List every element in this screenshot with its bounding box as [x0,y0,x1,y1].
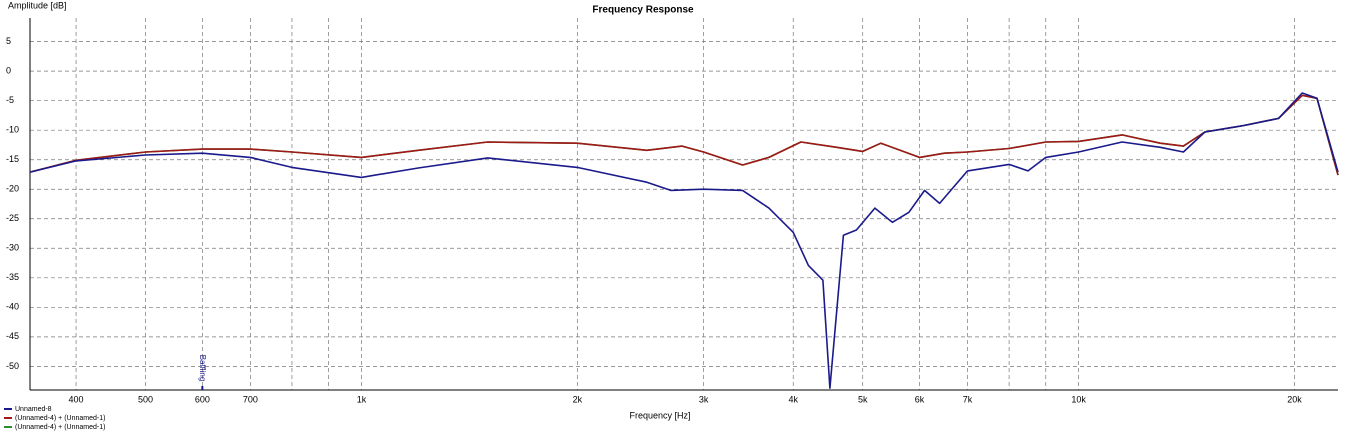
legend-label: (Unnamed-4) + (Unnamed-1) [15,415,105,422]
x-tick-label: 7k [963,394,973,404]
x-tick-label: 10k [1071,394,1086,404]
x-tick-label: 3k [699,394,709,404]
y-axis-label: Amplitude [dB] [8,0,67,10]
x-tick-label: 6k [915,394,925,404]
series-line [29,94,1339,176]
y-tick-label: -10 [6,125,19,135]
y-tick-label: -20 [6,184,19,194]
x-tick-label: 4k [788,394,798,404]
legend-label: Unnamed-8 [15,406,52,413]
y-tick-label: -5 [6,95,14,105]
x-tick-label: 5k [858,394,868,404]
y-tick-label: 5 [6,36,11,46]
x-tick-label: 1k [357,394,367,404]
x-tick-label: 20k [1287,394,1302,404]
x-tick-label: 400 [69,394,84,404]
series-line [29,94,1339,176]
x-tick-label: 2k [573,394,583,404]
y-tick-label: -45 [6,331,19,341]
y-tick-label: -35 [6,272,19,282]
y-tick-label: -40 [6,302,19,312]
x-tick-label: 600 [195,394,210,404]
y-tick-label: -25 [6,213,19,223]
y-tick-label: -50 [6,361,19,371]
chart-title: Frequency Response [592,5,694,16]
annotation: Baffling [198,355,207,382]
y-tick-label: 0 [6,66,11,76]
legend-label: (Unnamed-4) + (Unnamed-1) [15,424,105,431]
y-tick-label: -15 [6,154,19,164]
x-tick-label: 700 [243,394,258,404]
x-axis-label: Frequency [Hz] [629,410,690,420]
y-tick-label: -30 [6,243,19,253]
x-tick-label: 500 [138,394,153,404]
series-line [29,92,1339,389]
